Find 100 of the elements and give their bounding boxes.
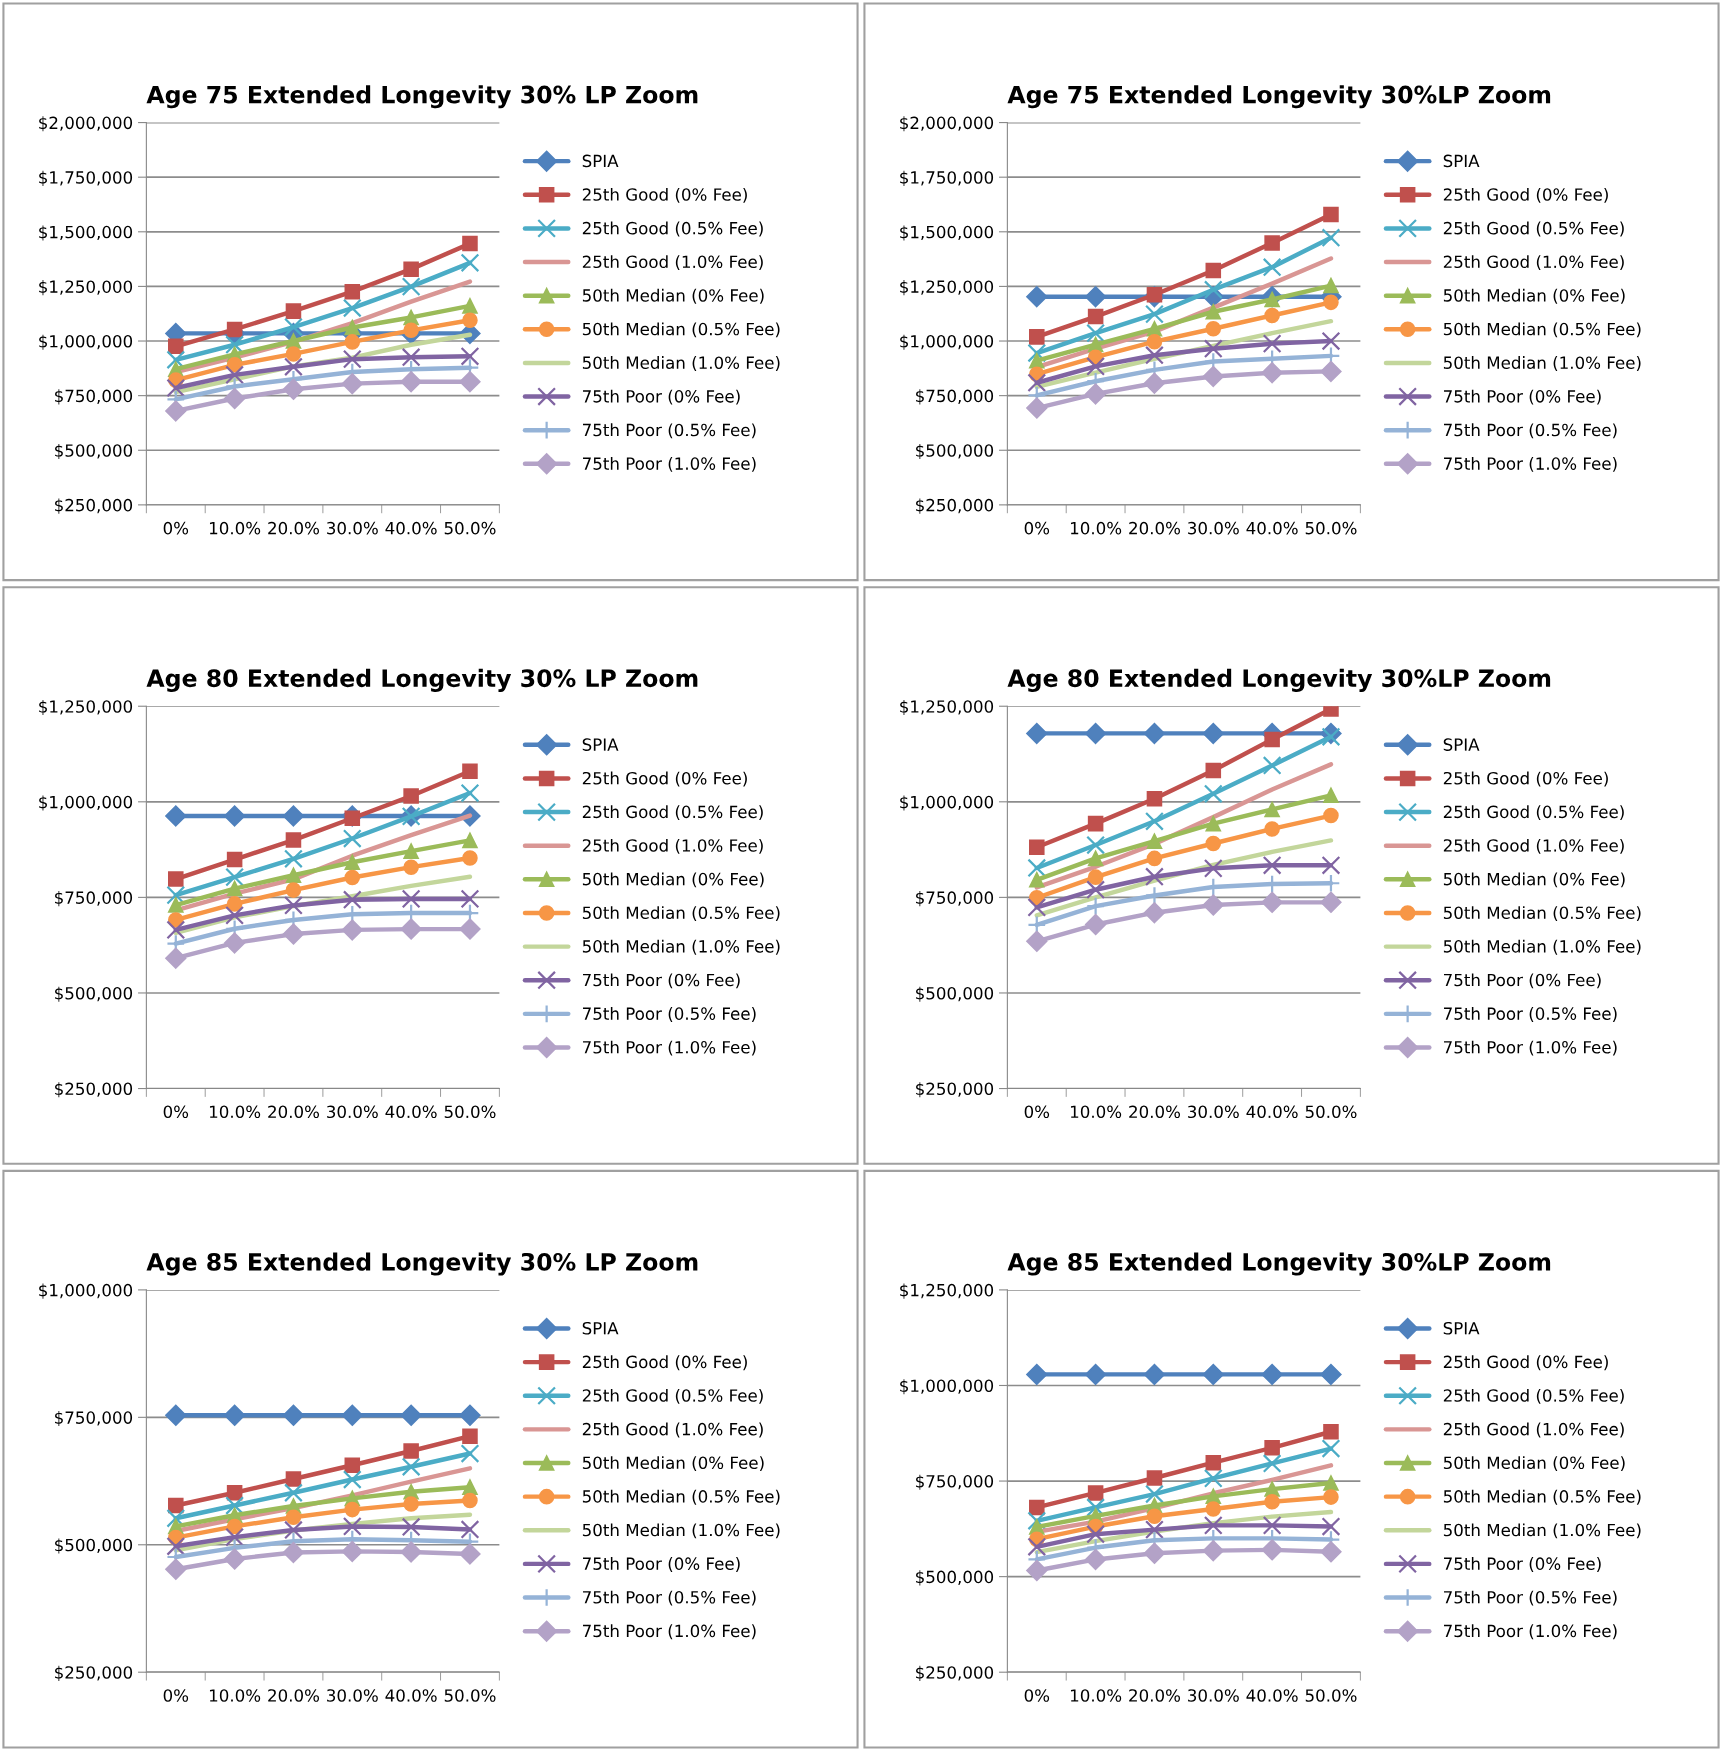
legend-label: 50th Median (1.0% Fee)	[582, 356, 780, 371]
x-tick-label: 0%	[163, 1689, 189, 1702]
y-tick-label: $1,000,000	[900, 1379, 994, 1395]
legend-label: 75th Poor (0% Fee)	[1444, 389, 1601, 405]
legend-label: 75th Poor (0.5% Fee)	[1444, 1590, 1617, 1606]
legend-label: 75th Poor (1.0% Fee)	[1444, 456, 1617, 472]
chart-title: Age 75 Extended Longevity 30% LP Zoom	[146, 85, 698, 109]
legend-label: 25th Good (0.5% Fee)	[1443, 221, 1624, 237]
x-tick-label: 50.0%	[444, 1689, 496, 1702]
x-tick-label: 10.0%	[1070, 521, 1122, 535]
legend-label: 75th Poor (0.5% Fee)	[583, 423, 756, 439]
y-tick-label: $500,000	[916, 986, 994, 1002]
legend-label: 25th Good (0% Fee)	[582, 1355, 747, 1371]
x-tick-label: 0%	[1024, 1689, 1050, 1702]
y-tick-label: $250,000	[916, 1665, 994, 1681]
x-tick-label: 50.0%	[1305, 1105, 1357, 1119]
y-tick-label: $1,250,000	[900, 1283, 994, 1299]
x-tick-label: 10.0%	[1070, 1689, 1122, 1702]
legend-label: 50th Median (0% Fee)	[582, 872, 764, 888]
legend-label: 25th Good (0% Fee)	[1443, 771, 1608, 787]
y-tick-label: $250,000	[55, 498, 133, 514]
x-tick-label: 30.0%	[1188, 1105, 1239, 1119]
x-tick-label: 0%	[1024, 521, 1050, 535]
legend-label: 50th Median (0% Fee)	[582, 1456, 764, 1472]
legend-label: 50th Median (0% Fee)	[1443, 1456, 1625, 1472]
legend-label: 75th Poor (0.5% Fee)	[583, 1007, 756, 1022]
legend-label: 25th Good (0% Fee)	[1443, 187, 1608, 203]
legend-label: 75th Poor (0% Fee)	[583, 1557, 740, 1572]
legend-label: 75th Poor (0% Fee)	[583, 973, 740, 989]
legend-label: SPIA	[1443, 738, 1480, 751]
legend-label: SPIA	[1443, 1321, 1480, 1335]
legend-label: 50th Median (0.5% Fee)	[1443, 322, 1641, 338]
legend-label: 50th Median (1.0% Fee)	[1443, 1523, 1641, 1539]
y-tick-label: $500,000	[916, 1570, 994, 1586]
y-tick-label: $1,750,000	[900, 170, 994, 186]
legend-label: 75th Poor (1.0% Fee)	[583, 1040, 756, 1056]
legend-label: 50th Median (0.5% Fee)	[582, 322, 780, 338]
x-tick-label: 10.0%	[209, 1105, 261, 1119]
legend-label: 25th Good (1.0% Fee)	[582, 1422, 763, 1438]
legend-label: 25th Good (0% Fee)	[1443, 1355, 1608, 1371]
legend-label: 25th Good (0% Fee)	[582, 187, 747, 203]
x-tick-label: 40.0%	[385, 1689, 437, 1702]
x-tick-label: 30.0%	[327, 1689, 378, 1702]
legend-label: 75th Poor (1.0% Fee)	[583, 456, 756, 472]
y-tick-label: $1,000,000	[39, 1283, 133, 1299]
x-tick-label: 40.0%	[1246, 521, 1298, 535]
y-tick-label: $1,250,000	[39, 280, 133, 296]
y-tick-label: $750,000	[916, 891, 994, 907]
x-tick-label: 40.0%	[385, 1105, 437, 1119]
legend-label: 50th Median (0% Fee)	[582, 288, 764, 304]
legend-label: 75th Poor (0.5% Fee)	[583, 1590, 756, 1606]
legend-label: 75th Poor (0% Fee)	[583, 389, 740, 405]
y-tick-label: $750,000	[55, 389, 133, 405]
legend-label: 50th Median (0.5% Fee)	[1443, 1489, 1641, 1505]
y-tick-label: $500,000	[55, 443, 133, 460]
legend-label: 50th Median (1.0% Fee)	[582, 939, 780, 955]
y-tick-label: $1,750,000	[39, 170, 133, 186]
x-tick-label: 40.0%	[385, 521, 437, 535]
x-tick-label: 0%	[163, 1105, 189, 1119]
chart-title: Age 85 Extended Longevity 30% LP Zoom	[146, 1252, 698, 1276]
y-tick-label: $1,500,000	[39, 225, 133, 241]
y-tick-label: $750,000	[916, 389, 994, 405]
legend-label: 25th Good (1.0% Fee)	[582, 838, 763, 854]
legend-label: 50th Median (1.0% Fee)	[1443, 939, 1641, 955]
y-tick-label: $750,000	[55, 1411, 133, 1427]
x-tick-label: 30.0%	[327, 1105, 378, 1119]
legend-label: 75th Poor (0.5% Fee)	[1444, 1007, 1617, 1022]
legend-label: 75th Poor (1.0% Fee)	[583, 1624, 756, 1640]
y-tick-label: $2,000,000	[39, 116, 133, 132]
legend-label: 50th Median (0% Fee)	[1443, 872, 1625, 888]
x-tick-label: 20.0%	[1129, 1105, 1181, 1119]
legend-label: SPIA	[1443, 154, 1480, 168]
legend-label: 25th Good (0.5% Fee)	[582, 221, 763, 237]
y-tick-label: $1,000,000	[900, 334, 994, 350]
y-tick-label: $1,000,000	[900, 795, 994, 811]
y-tick-label: $1,250,000	[900, 699, 994, 716]
y-tick-label: $750,000	[916, 1474, 994, 1490]
y-tick-label: $250,000	[55, 1082, 133, 1098]
y-tick-label: $250,000	[916, 1082, 994, 1098]
legend-label: 25th Good (0% Fee)	[582, 771, 747, 787]
legend-label: 75th Poor (0.5% Fee)	[1444, 423, 1617, 439]
x-tick-label: 30.0%	[327, 521, 378, 535]
y-tick-label: $1,500,000	[900, 225, 994, 241]
legend-label: 75th Poor (0% Fee)	[1444, 1557, 1601, 1572]
chart-title: Age 75 Extended Longevity 30%LP Zoom	[1007, 85, 1551, 109]
x-tick-label: 20.0%	[268, 521, 320, 535]
legend-label: SPIA	[582, 1321, 619, 1335]
legend-label: 25th Good (1.0% Fee)	[1443, 838, 1624, 854]
legend-label: SPIA	[582, 738, 619, 751]
x-tick-label: 50.0%	[1305, 521, 1357, 535]
legend-label: 25th Good (0.5% Fee)	[582, 1388, 763, 1404]
legend-label: 50th Median (0.5% Fee)	[582, 906, 780, 921]
legend-label: 50th Median (1.0% Fee)	[1443, 356, 1641, 371]
y-tick-label: $250,000	[55, 1665, 133, 1681]
x-tick-label: 20.0%	[268, 1105, 320, 1119]
legend-label: 50th Median (0.5% Fee)	[582, 1489, 780, 1505]
y-tick-label: $1,250,000	[39, 699, 133, 716]
legend-label: 25th Good (0.5% Fee)	[1443, 805, 1624, 821]
legend-label: 25th Good (1.0% Fee)	[1443, 255, 1624, 271]
y-tick-label: $1,250,000	[900, 280, 994, 296]
